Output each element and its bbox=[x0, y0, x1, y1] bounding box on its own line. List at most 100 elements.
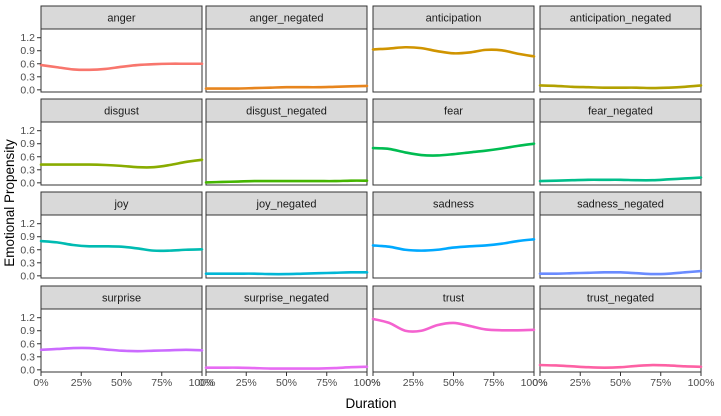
series-line-joy_negated bbox=[204, 271, 369, 276]
facet-surprise_negated: surprise_negated 0% 25% 50% 75% 100% bbox=[198, 285, 381, 389]
x-tick-label: 25% bbox=[71, 377, 92, 389]
facet-strip-label: anger bbox=[107, 13, 135, 25]
x-tick-label: 75% bbox=[483, 377, 504, 389]
y-tick-label: 0.9 bbox=[20, 45, 35, 57]
series-line-fear bbox=[371, 142, 536, 157]
series-line-anticipation bbox=[371, 45, 536, 58]
y-tick-label: 0.3 bbox=[20, 257, 35, 269]
y-tick-label: 0.6 bbox=[20, 151, 35, 163]
facet-trust_negated: trust_negated 0% 25% 50% 75% 100% bbox=[532, 285, 715, 389]
facet-strip-label: surprise bbox=[102, 293, 141, 305]
x-tick-label: 25% bbox=[236, 377, 257, 389]
series-line-disgust bbox=[39, 158, 204, 169]
y-tick-label: 0.9 bbox=[20, 231, 35, 243]
facet-anger: anger 0.00.30.60.91.2 bbox=[20, 5, 204, 96]
facet-strip-label: anticipation_negated bbox=[570, 13, 672, 25]
panel-background bbox=[40, 28, 203, 93]
facet-strip-label: anticipation bbox=[426, 13, 482, 25]
facet-strip-label: sadness bbox=[433, 199, 474, 211]
x-tick-label: 50% bbox=[276, 377, 297, 389]
x-tick-label: 100% bbox=[354, 377, 381, 389]
x-tick-label: 50% bbox=[610, 377, 631, 389]
series-line-trust bbox=[371, 317, 536, 333]
series-line-sadness bbox=[371, 238, 536, 252]
x-tick-label: 100% bbox=[521, 377, 548, 389]
facet-strip-label: fear bbox=[444, 106, 463, 118]
facet-strip-label: surprise_negated bbox=[244, 293, 329, 305]
facet-surprise: surprise 0.00.30.60.91.2 0% 25% 50% 75% 100% bbox=[20, 285, 216, 389]
x-tick-label: 75% bbox=[316, 377, 337, 389]
y-tick-label: 1.2 bbox=[20, 32, 35, 44]
panel-background bbox=[205, 214, 368, 279]
series-line-trust_negated bbox=[538, 363, 703, 369]
x-tick-label: 100% bbox=[189, 377, 216, 389]
facet-strip-label: sadness_negated bbox=[577, 199, 664, 211]
y-tick-label: 0.6 bbox=[20, 338, 35, 350]
panel-background bbox=[539, 28, 702, 93]
series-line-surprise_negated bbox=[204, 365, 369, 370]
panel-background bbox=[205, 121, 368, 186]
y-axis-title: Emotional Propensity bbox=[2, 139, 17, 267]
y-tick-label: 0.3 bbox=[20, 351, 35, 363]
facet-joy_negated: joy_negated bbox=[204, 191, 369, 279]
y-tick-label: 1.2 bbox=[20, 125, 35, 137]
facet-strip-label: trust_negated bbox=[587, 293, 654, 305]
series-line-sadness_negated bbox=[538, 269, 703, 276]
facet-strip-label: disgust bbox=[104, 106, 139, 118]
y-tick-label: 0.0 bbox=[20, 84, 35, 96]
x-axis-title: Duration bbox=[345, 396, 396, 411]
facet-sadness: sadness bbox=[371, 191, 536, 279]
panel-background bbox=[372, 28, 535, 93]
facet-disgust: disgust 0.00.30.60.91.2 bbox=[20, 98, 204, 189]
y-tick-label: 0.0 bbox=[20, 270, 35, 282]
y-tick-label: 0.9 bbox=[20, 138, 35, 150]
facet-strip-label: anger_negated bbox=[249, 13, 323, 25]
panel-background bbox=[539, 214, 702, 279]
facet-fear: fear bbox=[371, 98, 536, 186]
facet-strip-label: trust bbox=[443, 293, 464, 305]
facet-fear_negated: fear_negated bbox=[538, 98, 703, 186]
x-tick-label: 0% bbox=[365, 377, 380, 389]
y-tick-label: 1.2 bbox=[20, 312, 35, 324]
series-line-fear_negated bbox=[538, 176, 703, 183]
series-line-joy bbox=[39, 239, 204, 253]
panel-background bbox=[40, 121, 203, 186]
x-tick-label: 25% bbox=[403, 377, 424, 389]
facet-sadness_negated: sadness_negated bbox=[538, 191, 703, 279]
y-tick-label: 0.0 bbox=[20, 364, 35, 376]
x-tick-label: 50% bbox=[111, 377, 132, 389]
x-tick-label: 25% bbox=[570, 377, 591, 389]
series-line-anticipation_negated bbox=[538, 84, 703, 90]
series-line-disgust_negated bbox=[204, 179, 369, 184]
y-tick-label: 0.3 bbox=[20, 164, 35, 176]
panel-background bbox=[539, 121, 702, 186]
y-tick-label: 1.2 bbox=[20, 218, 35, 230]
y-tick-label: 0.9 bbox=[20, 325, 35, 337]
y-tick-label: 0.3 bbox=[20, 71, 35, 83]
series-line-anger_negated bbox=[204, 84, 369, 90]
facet-strip-label: disgust_negated bbox=[246, 106, 327, 118]
facet-trust: trust 0% 25% 50% 75% 100% bbox=[365, 285, 548, 389]
facet-disgust_negated: disgust_negated bbox=[204, 98, 369, 186]
panel-background bbox=[372, 308, 535, 373]
x-tick-label: 100% bbox=[688, 377, 715, 389]
panel-background bbox=[539, 308, 702, 373]
facet-anticipation_negated: anticipation_negated bbox=[538, 5, 703, 93]
y-tick-label: 0.6 bbox=[20, 244, 35, 256]
x-tick-label: 75% bbox=[151, 377, 172, 389]
facet-strip-label: joy bbox=[113, 199, 129, 211]
facet-strip-label: joy_negated bbox=[256, 199, 317, 211]
facet-strip-label: fear_negated bbox=[588, 106, 653, 118]
x-tick-label: 0% bbox=[532, 377, 547, 389]
series-line-anger bbox=[39, 62, 204, 72]
facet-anticipation: anticipation bbox=[371, 5, 536, 93]
y-tick-label: 0.0 bbox=[20, 177, 35, 189]
x-tick-label: 50% bbox=[443, 377, 464, 389]
panel-background bbox=[205, 28, 368, 93]
panel-background bbox=[205, 308, 368, 373]
series-line-surprise bbox=[39, 346, 204, 353]
panel-background bbox=[40, 308, 203, 373]
x-tick-label: 0% bbox=[33, 377, 48, 389]
y-tick-label: 0.6 bbox=[20, 58, 35, 70]
